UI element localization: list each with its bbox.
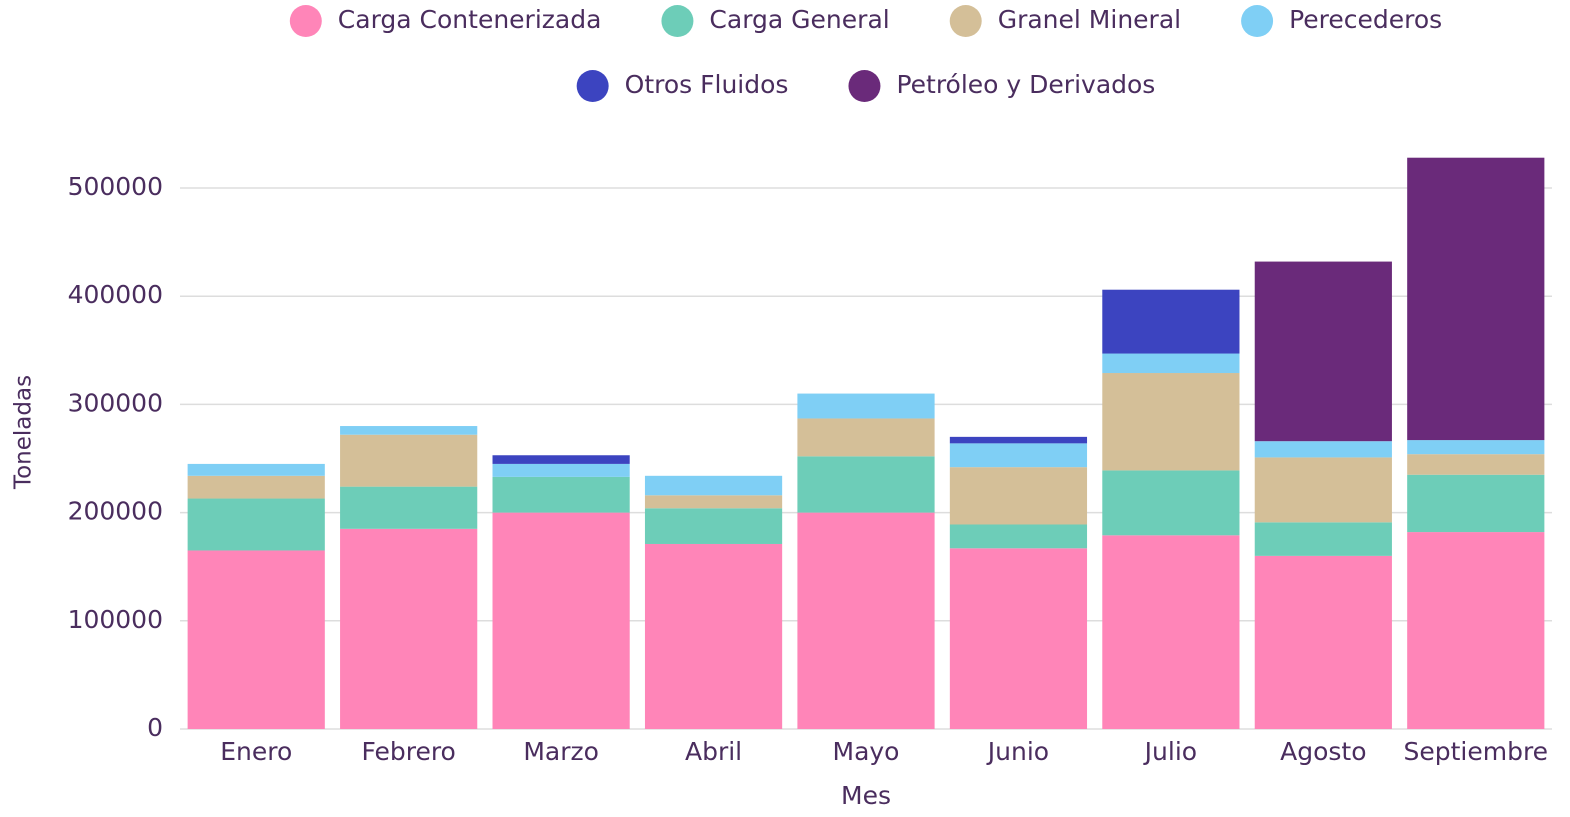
x-tick-label: Enero (220, 737, 292, 766)
bar-segment (1407, 440, 1545, 455)
x-tick-label: Abril (685, 737, 742, 766)
bar-segment (797, 393, 935, 419)
bar-segment (797, 512, 935, 729)
bar-segment (1102, 373, 1240, 471)
legend-row: Otros Fluidos Petróleo y Derivados (576, 70, 1155, 102)
legend-swatch (1241, 5, 1274, 37)
bar-segment (949, 548, 1088, 729)
bar-segment (1254, 261, 1392, 442)
x-tick-label: Febrero (361, 737, 455, 766)
bar-segment (187, 475, 325, 499)
y-tick-label: 200000 (68, 497, 163, 526)
bar-segment (1254, 555, 1392, 729)
bar-segment (644, 508, 783, 544)
x-tick-label: Agosto (1280, 737, 1366, 766)
bar-segment (644, 475, 783, 496)
bar-segment (1254, 522, 1392, 556)
bar-segment (187, 463, 325, 476)
bar-segment (340, 434, 478, 487)
bar-segment (949, 436, 1088, 444)
bar-segment (1407, 157, 1545, 441)
y-axis-label: Toneladas (11, 375, 37, 490)
x-tick-label: Marzo (523, 737, 599, 766)
legend-label: Otros Fluidos (625, 70, 789, 99)
y-tick-label: 300000 (68, 388, 163, 417)
bar-segment (949, 524, 1088, 549)
bar-segment (949, 443, 1088, 468)
bar-segment (187, 498, 325, 551)
bar-segment (1407, 532, 1545, 729)
legend-row: Carga Contenerizada Carga General Granel M… (289, 5, 1442, 37)
bar-segment (492, 455, 630, 464)
legend-label: Carga General (709, 5, 889, 34)
bar-segment (492, 463, 630, 477)
legend-label: Carga Contenerizada (338, 5, 602, 34)
bar-segment (1102, 535, 1240, 729)
y-tick-label: 400000 (68, 280, 163, 309)
legend-swatch (576, 70, 609, 102)
bar-segment (340, 486, 478, 529)
bar-segment (1102, 289, 1240, 354)
bar-segment (1254, 441, 1392, 458)
x-axis-label: Mes (841, 781, 891, 810)
legend-label: Petróleo y Derivados (896, 70, 1155, 99)
legend-label: Granel Mineral (998, 5, 1181, 34)
legend-swatch (289, 5, 322, 37)
y-tick-label: 100000 (68, 605, 163, 634)
bar-segment (1102, 470, 1240, 536)
bar-segment (340, 528, 478, 729)
bar-segment (340, 426, 478, 435)
bar-segment (492, 512, 630, 729)
bar-segment (797, 456, 935, 513)
bar-segment (187, 550, 325, 729)
bar-segment (1102, 353, 1240, 374)
bar-segment (1254, 457, 1392, 523)
legend-swatch (949, 5, 982, 37)
bar-segment (644, 543, 783, 729)
bar-segment (644, 495, 783, 509)
bar-segment (1407, 454, 1545, 475)
bar-segment (949, 467, 1088, 525)
bar-segment (797, 418, 935, 457)
x-tick-label: Septiembre (1403, 737, 1548, 766)
y-tick-label: 500000 (68, 172, 163, 201)
bar-segment (492, 476, 630, 513)
legend-swatch (661, 5, 694, 37)
legend-label: Perecederos (1289, 5, 1442, 34)
legend-swatch (848, 70, 881, 102)
x-tick-label: Julio (1143, 737, 1197, 766)
bar-segment (1407, 474, 1545, 533)
x-tick-label: Mayo (833, 737, 900, 766)
x-tick-label: Junio (986, 737, 1049, 766)
y-tick-label: 0 (147, 713, 163, 742)
